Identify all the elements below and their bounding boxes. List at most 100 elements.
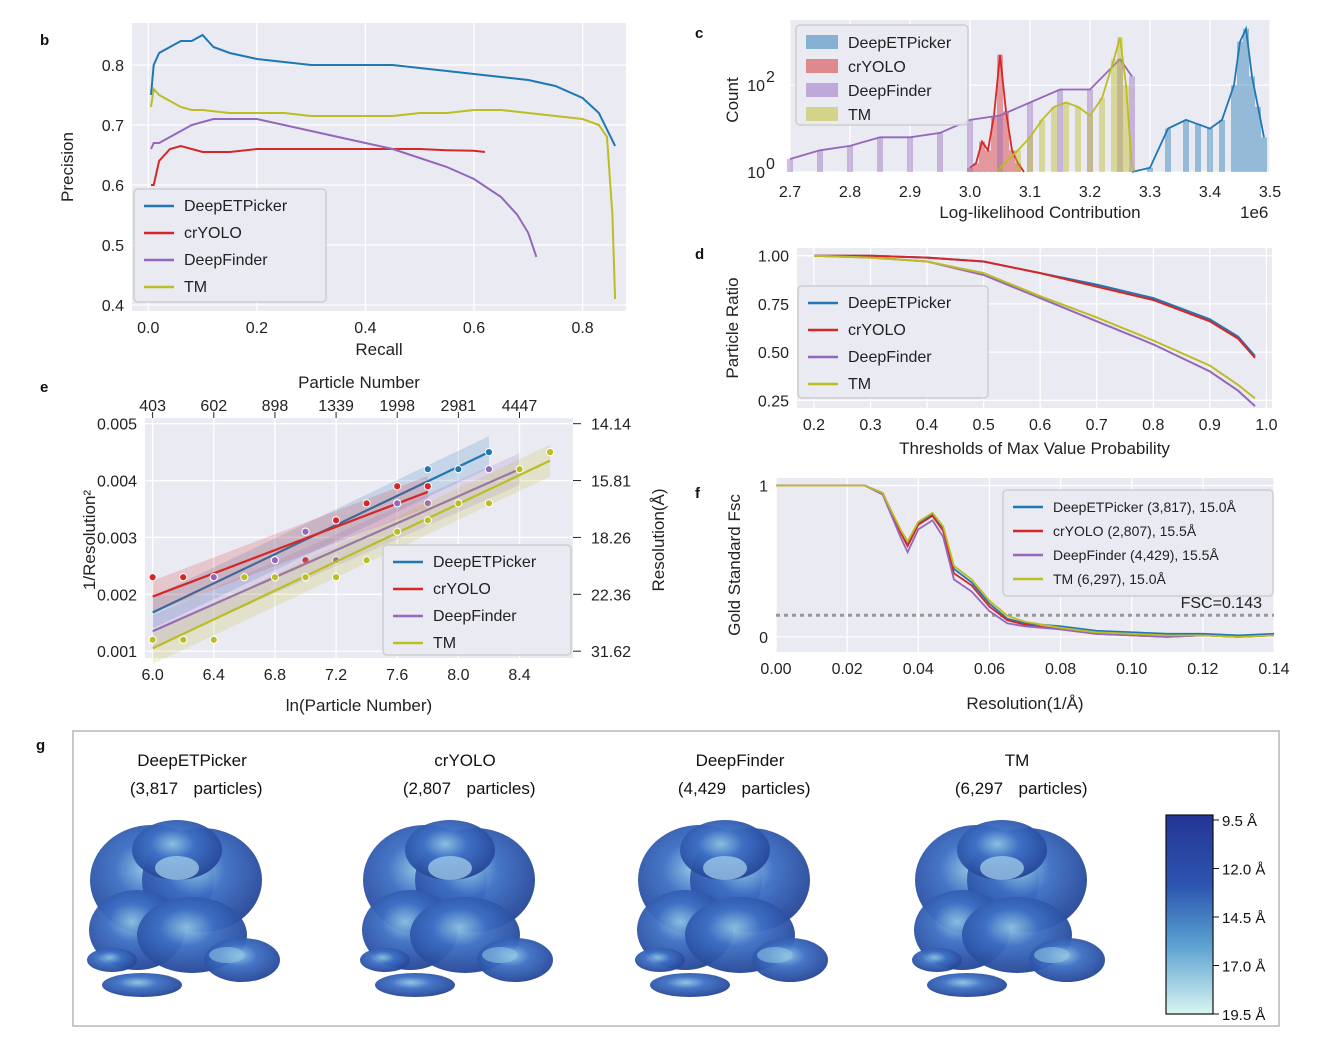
panel-c-legend-label: DeepFinder [848, 83, 932, 100]
panel-c-legend-box [795, 24, 969, 126]
density-map-0 [87, 820, 280, 997]
panel-e-point-TM [301, 573, 310, 582]
panel-b-xlabel: Recall [355, 340, 402, 359]
panel-c-bar-TM [1075, 106, 1081, 172]
panel-c-bar-crYOLO [1015, 163, 1021, 172]
panel-c-kde-DeepETPicker [1131, 25, 1265, 173]
panel-e-point-crYOLO [179, 573, 188, 582]
panel-e-point-TM [515, 465, 524, 474]
panel-c-ylabel: Count [723, 77, 742, 123]
panel-c-bar-TM [1117, 37, 1123, 172]
panel-f-ytick: 1 [759, 479, 768, 496]
panel-e-point-TM [545, 448, 555, 457]
panel-d-ylabel: Particle Ratio [723, 277, 742, 378]
panel-d-xlabel: Thresholds of Max Value Probability [899, 439, 1170, 458]
panel-e-point-crYOLO [423, 482, 432, 491]
density-lobe [360, 948, 410, 972]
panel-c-kde-crYOLO [969, 54, 1025, 173]
panel-b-legend-box [133, 188, 327, 303]
panel-d-xtick: 0.8 [1142, 417, 1164, 434]
panel-c-ytick-exp: 0 [766, 156, 775, 173]
panel-b-xtick: 0.4 [354, 320, 376, 337]
panel-b-ytick: 0.6 [102, 178, 124, 195]
panel-c-bar-TM [1063, 102, 1069, 172]
panel-d-legend-label: TM [848, 376, 871, 393]
panel-e-right-tick: 31.62 [591, 644, 631, 661]
panel-e-right-tick: 15.81 [591, 474, 631, 491]
panel-f-threshold-label: FSC=0.143 [1181, 595, 1262, 612]
panel-d-xtick: 1.0 [1255, 417, 1277, 434]
panel-c-bar-DeepFinder [787, 158, 793, 172]
panel-e-xtick: 7.6 [386, 667, 408, 684]
panel-d-legend-label: crYOLO [848, 322, 906, 339]
panel-e-legend-label: DeepETPicker [433, 554, 537, 571]
panel-c-bar-DeepFinder [847, 145, 853, 172]
panel-c-bar-DeepETPicker [1195, 124, 1201, 172]
panel-e-ytick: 0.001 [97, 644, 137, 661]
map-count-0: (3,817 [130, 779, 178, 798]
panel-e-point-crYOLO [393, 482, 402, 491]
panel-d-xtick: 0.4 [916, 417, 938, 434]
density-lobe [912, 948, 962, 972]
panel-d-xtick: 0.5 [972, 417, 994, 434]
panel-c-bar-DeepETPicker [1261, 137, 1267, 172]
colorbar-label: 17.0 Å [1222, 959, 1265, 976]
panel-b-legend-label: DeepFinder [184, 252, 268, 269]
panel-c-bar-crYOLO [979, 141, 985, 172]
panel-c-xtick: 3.1 [1019, 184, 1041, 201]
panel-d-label: d [695, 246, 704, 263]
panel-e-ylabel: 1/Resolution² [80, 490, 99, 591]
panel-e-point-DeepFinder [301, 527, 310, 536]
panel-c-bar-TM [1123, 85, 1129, 172]
map-unit-1: particles) [467, 779, 536, 798]
panel-e-point-DeepETPicker [423, 465, 432, 474]
panel-c-bar-DeepFinder [1117, 59, 1123, 173]
panel-e-right-tick: 14.14 [591, 417, 631, 434]
panel-f-label: f [695, 485, 701, 502]
panel-c-ytick: 10 [747, 165, 765, 182]
panel-b-line-DeepETPicker [150, 33, 616, 147]
panel-c-bar-DeepFinder [967, 119, 973, 172]
panel-e-point-crYOLO [362, 499, 371, 508]
panel-c-bar-TM [997, 167, 1003, 172]
panel-c-legend-swatch [806, 35, 838, 49]
panel-e-point-TM [148, 635, 157, 644]
panel-e-fit-DeepFinder [152, 468, 520, 633]
panel-d-xtick: 0.3 [859, 417, 881, 434]
panel-c-ytick: 10 [747, 78, 765, 95]
panel-b-ylabel: Precision [58, 132, 77, 202]
panel-d-ytick: 0.50 [758, 345, 789, 362]
panel-b-legend-label: TM [184, 279, 207, 296]
panel-d-ytick: 1.00 [758, 249, 789, 266]
panel-c-ytick-exp: 2 [766, 69, 775, 86]
density-map-2 [635, 820, 828, 997]
panel-c-bar-DeepETPicker [1219, 119, 1225, 172]
panel-c-bar-TM [1111, 59, 1117, 173]
panel-e-point-TM [423, 516, 432, 525]
panel-f-legend-label: TM (6,297), 15.0Å [1053, 571, 1166, 587]
panel-c-xtick: 3.3 [1139, 184, 1161, 201]
panel-c-bar-DeepETPicker [1255, 106, 1261, 172]
panel-f-xtick: 0.14 [1258, 661, 1289, 678]
panel-f-xtick: 0.10 [1116, 661, 1147, 678]
panel-c-bar-DeepFinder [1129, 76, 1135, 172]
density-lobe [405, 820, 495, 880]
panel-c-bar-crYOLO [991, 115, 997, 172]
panel-d-xtick: 0.7 [1086, 417, 1108, 434]
density-highlight [482, 947, 518, 963]
panel-c-bar-crYOLO [997, 54, 1003, 172]
map-count-3: (6,297 [955, 779, 1003, 798]
panel-d-ytick: 0.25 [758, 393, 789, 410]
map-unit-0: particles) [194, 779, 263, 798]
panel-e-legend-label: crYOLO [433, 581, 491, 598]
panel-b-line-DeepFinder [150, 118, 538, 258]
panel-b-ytick: 0.5 [102, 238, 124, 255]
panel-c-xtick: 3.4 [1199, 184, 1221, 201]
panel-f-xtick: 0.00 [760, 661, 791, 678]
panel-c-legend-label: TM [848, 107, 871, 124]
panel-d-xtick: 0.2 [803, 417, 825, 434]
map-count-1: (2,807 [403, 779, 451, 798]
panel-c-label: c [695, 25, 703, 42]
panel-c-bar-DeepETPicker [1165, 128, 1171, 172]
panel-d-legend-label: DeepETPicker [848, 295, 952, 312]
